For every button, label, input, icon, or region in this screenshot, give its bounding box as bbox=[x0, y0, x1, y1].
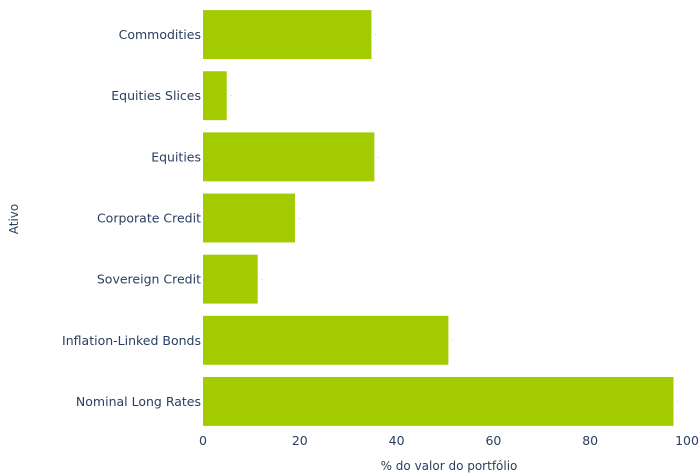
category-label: Sovereign Credit bbox=[97, 272, 201, 287]
bar-corporate-credit bbox=[203, 193, 295, 243]
category-label: Equities Slices bbox=[111, 88, 201, 103]
data-label: - bbox=[676, 398, 678, 405]
bar-sovereign-credit bbox=[203, 254, 258, 304]
data-label: - bbox=[451, 337, 453, 344]
data-label: - bbox=[261, 276, 263, 283]
category-label: Inflation-Linked Bonds bbox=[62, 333, 201, 348]
x-tick-label: 80 bbox=[582, 433, 598, 448]
x-tick-label: 100 bbox=[675, 433, 699, 448]
bar-inflation-linked-bonds bbox=[203, 315, 449, 365]
category-label: Commodities bbox=[119, 27, 201, 42]
category-label: Equities bbox=[151, 149, 201, 164]
y-axis-title: Ativo bbox=[7, 204, 21, 234]
x-axis-title: % do valor do portfólio bbox=[381, 459, 518, 473]
bar-equities bbox=[203, 132, 375, 182]
bar-commodities bbox=[203, 10, 372, 60]
data-label: - bbox=[230, 93, 232, 100]
x-tick-label: 20 bbox=[292, 433, 308, 448]
data-label: - bbox=[377, 154, 379, 161]
x-tick-label: 0 bbox=[199, 433, 207, 448]
x-tick-labels: 0 20 40 60 80 100 bbox=[199, 433, 699, 448]
data-label: - bbox=[298, 215, 300, 222]
bars-group: - - - - - - - bbox=[203, 10, 679, 426]
x-tick-label: 60 bbox=[485, 433, 501, 448]
bar-equities-slices bbox=[203, 71, 227, 121]
category-label: Corporate Credit bbox=[97, 211, 201, 226]
x-tick-label: 40 bbox=[389, 433, 405, 448]
bar-nominal-long-rates bbox=[203, 376, 674, 426]
category-label: Nominal Long Rates bbox=[76, 394, 201, 409]
category-labels: Commodities Equities Slices Equities Corpor… bbox=[62, 27, 201, 409]
data-label: - bbox=[374, 32, 376, 39]
